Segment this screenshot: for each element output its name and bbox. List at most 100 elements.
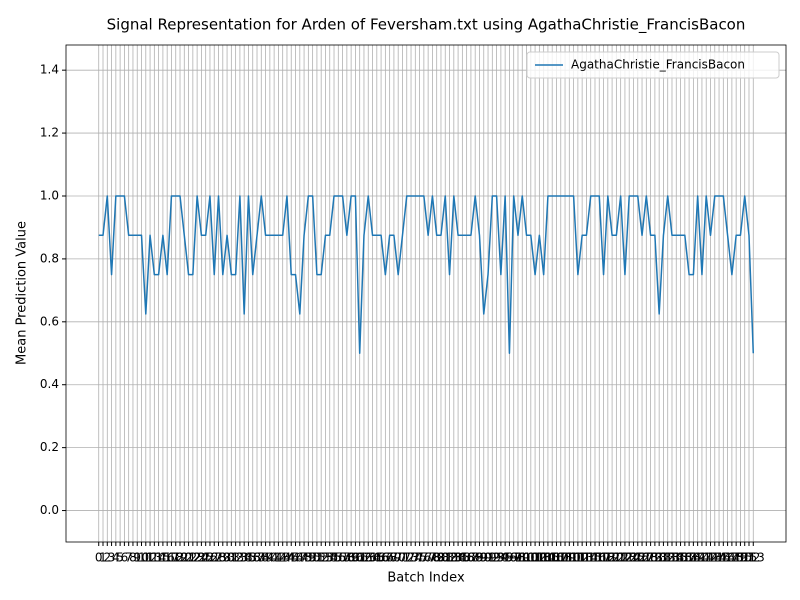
x-tick-label: 78 — [425, 551, 440, 565]
x-tick-label: 47 — [292, 551, 307, 565]
x-tick-label: 29 — [215, 551, 230, 565]
x-tick-label: 6 — [121, 551, 129, 565]
x-tick-label: 21 — [181, 551, 196, 565]
x-tick-label: 73 — [403, 551, 418, 565]
y-tick-label: 0.6 — [40, 314, 59, 328]
x-tick-label: 67 — [378, 551, 393, 565]
x-tick-label: 125 — [622, 551, 645, 565]
x-tick-label: 99 — [515, 551, 530, 565]
plot-frame — [65, 44, 787, 543]
x-tick-label: 87 — [463, 551, 478, 565]
x-tick-label: 1 — [99, 551, 107, 565]
x-tick-label: 89 — [472, 551, 487, 565]
x-tick-label: 71 — [395, 551, 410, 565]
y-tick-label: 0.8 — [40, 251, 59, 265]
x-tick-label: 138 — [678, 551, 701, 565]
x-tick-label: 150 — [729, 551, 752, 565]
x-tick-label: 100 — [515, 551, 538, 565]
x-tick-label: 83 — [446, 551, 461, 565]
x-tick-label: 19 — [172, 551, 187, 565]
x-tick-label: 93 — [489, 551, 504, 565]
x-tick-label: 98 — [510, 551, 525, 565]
x-tick-label: 49 — [301, 551, 316, 565]
x-tick-label: 91 — [480, 551, 495, 565]
x-tick-label: 50 — [305, 551, 320, 565]
x-tick-label: 40 — [262, 551, 277, 565]
x-tick-label: 132 — [652, 551, 675, 565]
x-tick-label: 86 — [459, 551, 474, 565]
x-tick-label: 33 — [232, 551, 247, 565]
x-tick-label: 34 — [237, 551, 252, 565]
x-tick-label: 79 — [429, 551, 444, 565]
x-tick-label: 92 — [485, 551, 500, 565]
x-tick-label: 52 — [314, 551, 329, 565]
x-tick-label: 59 — [343, 551, 358, 565]
x-tick-label: 11 — [138, 551, 153, 565]
x-tick-label: 18 — [168, 551, 183, 565]
x-tick-label: 28 — [211, 551, 226, 565]
legend-label: AgathaChristie_FrancisBacon — [571, 58, 745, 72]
x-tick-label: 60 — [348, 551, 363, 565]
x-tick-label: 38 — [254, 551, 269, 565]
x-tick-label: 149 — [725, 551, 748, 565]
x-tick-label: 35 — [241, 551, 256, 565]
x-tick-label: 137 — [673, 551, 696, 565]
x-tick-label: 17 — [164, 551, 179, 565]
x-tick-label: 51 — [309, 551, 324, 565]
x-tick-label: 120 — [601, 551, 624, 565]
x-tick-label: 16 — [160, 551, 175, 565]
legend-box — [526, 51, 780, 79]
x-tick-label: 139 — [682, 551, 705, 565]
x-tick-label: 148 — [720, 551, 743, 565]
x-tick-label: 12 — [142, 551, 157, 565]
x-tick-label: 68 — [382, 551, 397, 565]
x-tick-label: 146 — [712, 551, 735, 565]
x-tick-label: 105 — [536, 551, 559, 565]
x-tick-label: 121 — [605, 551, 628, 565]
x-tick-label: 57 — [335, 551, 350, 565]
x-tick-label: 58 — [339, 551, 354, 565]
x-tick-label: 153 — [742, 551, 765, 565]
y-tick-label: 1.2 — [40, 126, 59, 140]
x-tick-label: 109 — [554, 551, 577, 565]
line — [98, 195, 755, 355]
x-tick-label: 85 — [455, 551, 470, 565]
x-tick-label: 101 — [519, 551, 542, 565]
x-tick-label: 62 — [356, 551, 371, 565]
x-tick-label: 143 — [699, 551, 722, 565]
x-tick-label: 133 — [656, 551, 679, 565]
x-tick-label: 151 — [733, 551, 756, 565]
x-tick-label: 119 — [596, 551, 619, 565]
x-tick-label: 44 — [279, 551, 294, 565]
x-tick-label: 106 — [541, 551, 564, 565]
x-tick-label: 118 — [592, 551, 615, 565]
x-tick-label: 113 — [571, 551, 594, 565]
x-tick-label: 128 — [635, 551, 658, 565]
y-axis-label: Mean Prediction Value — [15, 221, 30, 365]
x-tick-label: 8 — [129, 551, 137, 565]
x-tick-label: 82 — [442, 551, 457, 565]
x-tick-label: 24 — [194, 551, 209, 565]
x-tick-label: 112 — [566, 551, 589, 565]
x-tick-label: 0 — [95, 551, 103, 565]
x-tick-label: 14 — [151, 551, 166, 565]
x-tick-label: 74 — [408, 551, 423, 565]
x-tick-label: 26 — [202, 551, 217, 565]
x-tick-label: 96 — [502, 551, 517, 565]
x-tick-label: 54 — [322, 551, 337, 565]
x-tick-label: 107 — [545, 551, 568, 565]
x-tick-label: 116 — [584, 551, 607, 565]
x-tick-label: 4 — [112, 551, 120, 565]
x-tick-label: 46 — [288, 551, 303, 565]
x-tick-label: 55 — [326, 551, 341, 565]
x-tick-label: 39 — [258, 551, 273, 565]
x-tick-label: 103 — [528, 551, 551, 565]
x-tick-label: 36 — [245, 551, 260, 565]
x-tick-label: 130 — [643, 551, 666, 565]
x-axis-label: Batch Index — [387, 571, 465, 586]
x-tick-label: 7 — [125, 551, 133, 565]
x-tick-label: 81 — [438, 551, 453, 565]
x-tick-label: 5 — [116, 551, 124, 565]
x-tick-label: 145 — [708, 551, 731, 565]
